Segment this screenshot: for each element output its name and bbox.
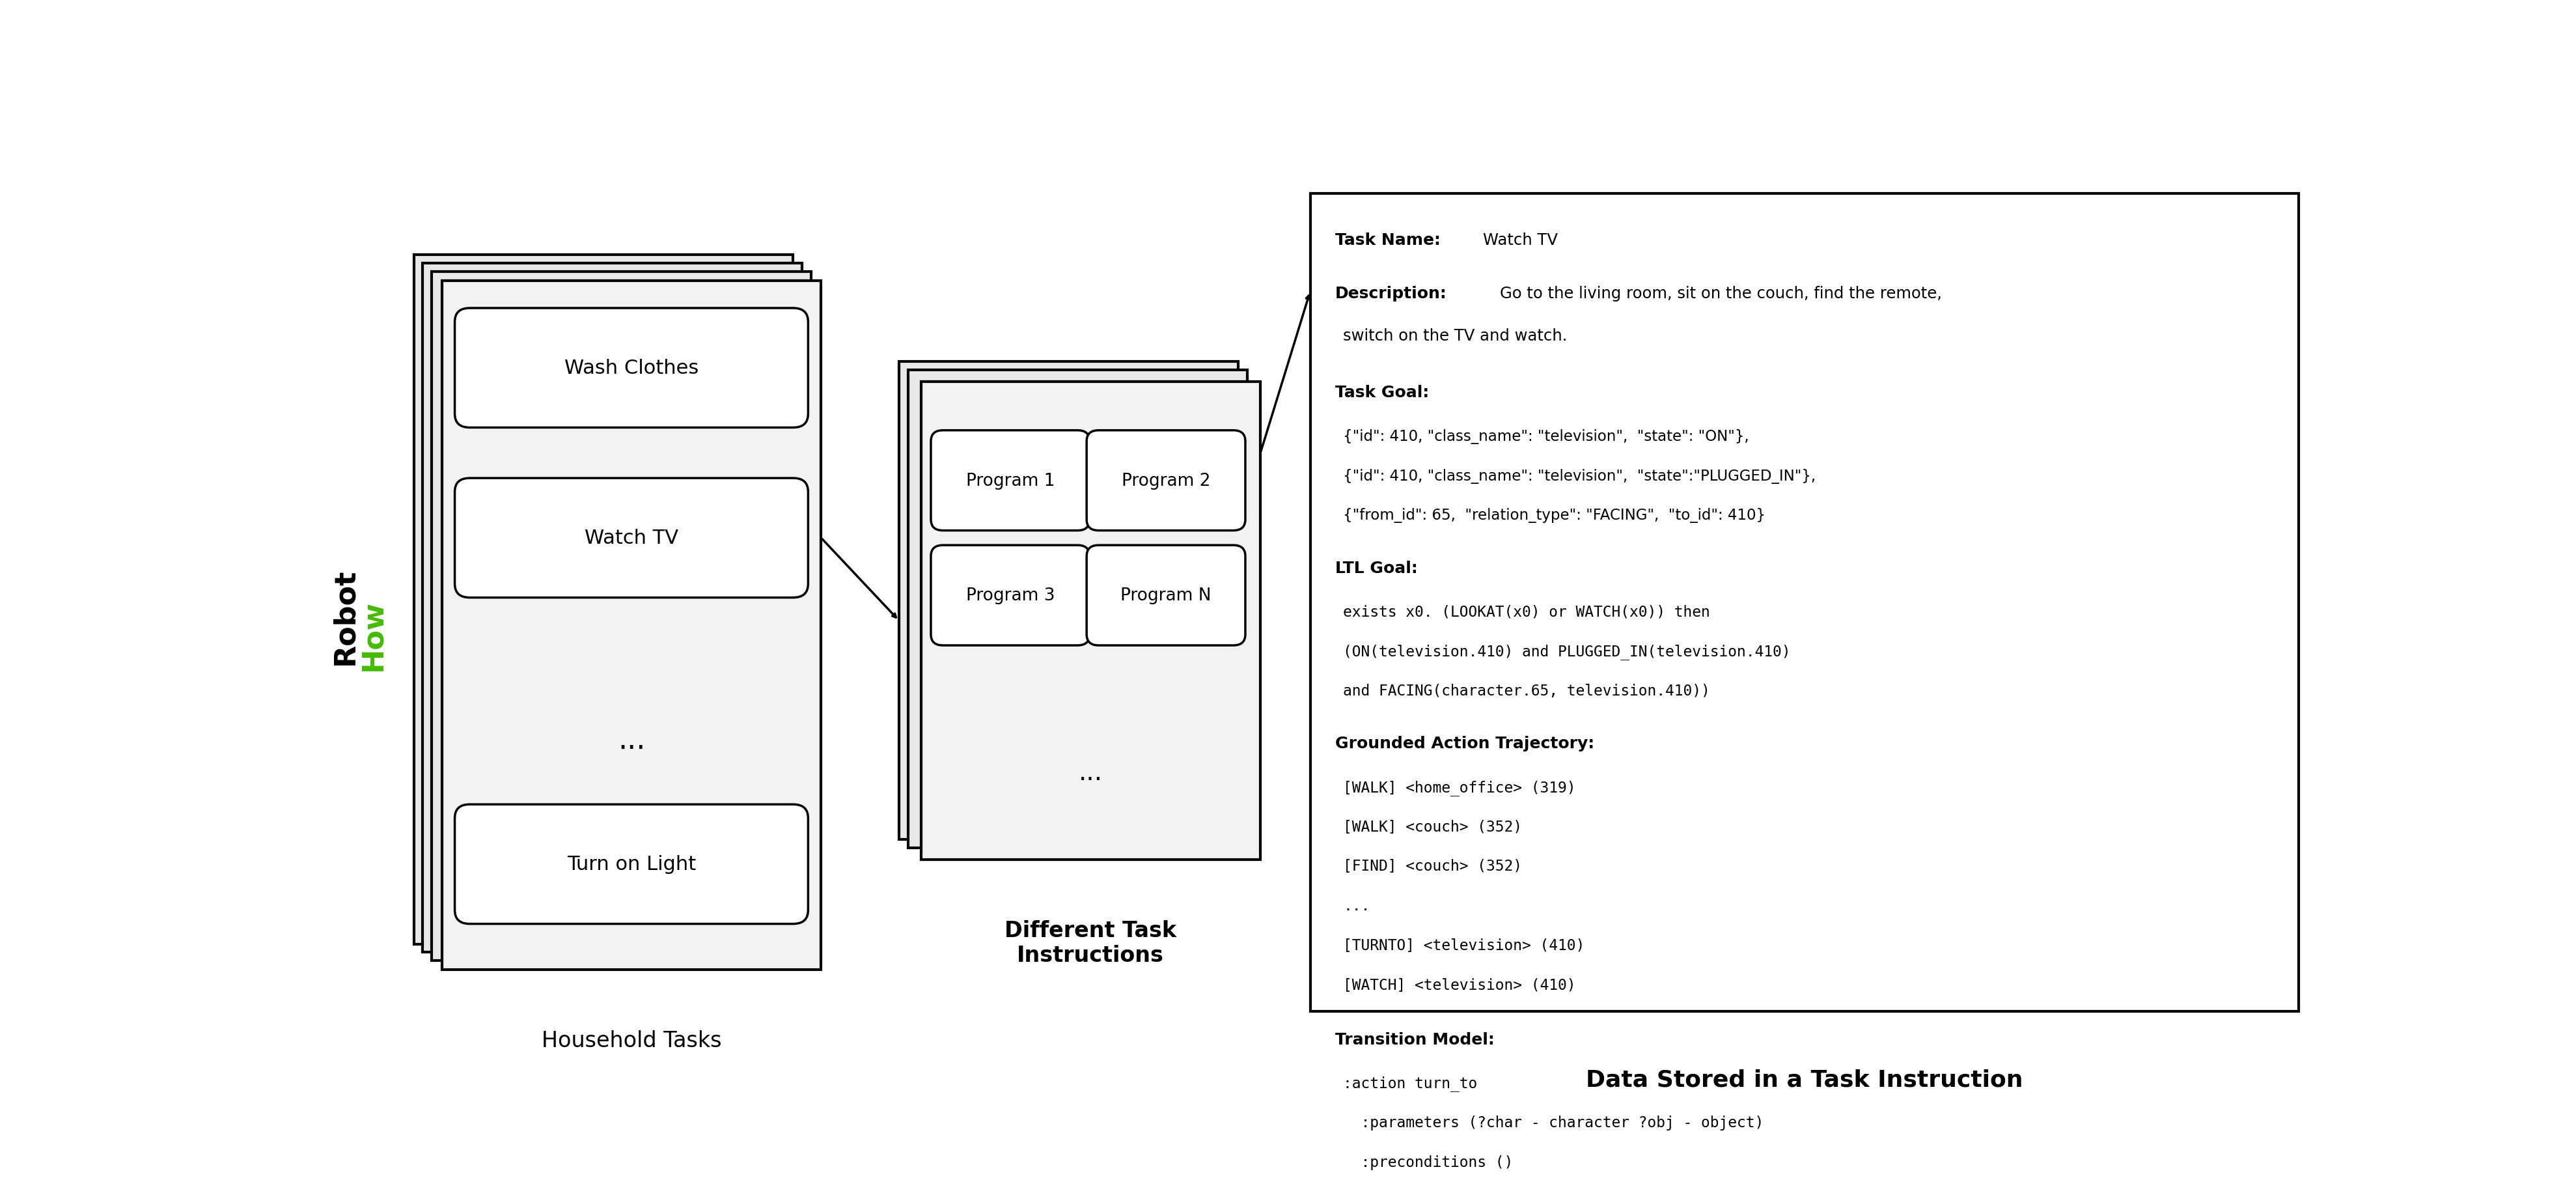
Text: [WALK] <couch> (352): [WALK] <couch> (352)	[1342, 820, 1522, 834]
Text: ...: ...	[1079, 760, 1103, 785]
Text: Description:: Description:	[1334, 285, 1448, 301]
Text: How: How	[358, 599, 386, 670]
Bar	[907, 370, 1247, 848]
Text: {"id": 410, "class_name": "television",  "state": "ON"},: {"id": 410, "class_name": "television", …	[1342, 428, 1749, 444]
Text: Different Task
Instructions: Different Task Instructions	[1005, 920, 1177, 965]
Text: :preconditions (): :preconditions ()	[1342, 1155, 1512, 1169]
Text: [TURNTO] <television> (410): [TURNTO] <television> (410)	[1342, 938, 1584, 953]
FancyBboxPatch shape	[1087, 545, 1244, 645]
Bar	[899, 361, 1239, 840]
Text: Wash Clothes: Wash Clothes	[564, 359, 698, 378]
Text: Robot: Robot	[330, 568, 358, 665]
Text: Data Stored in a Task Instruction: Data Stored in a Task Instruction	[1587, 1068, 2022, 1090]
Text: Turn on Light: Turn on Light	[567, 855, 696, 873]
Text: [WALK] <home_office> (319): [WALK] <home_office> (319)	[1342, 780, 1577, 796]
Text: Household Tasks: Household Tasks	[541, 1030, 721, 1051]
Text: Grounded Action Trajectory:: Grounded Action Trajectory:	[1334, 736, 1595, 752]
Bar	[1311, 193, 2298, 1012]
Text: Program 1: Program 1	[966, 472, 1054, 489]
Bar	[922, 382, 1260, 860]
Text: {"id": 410, "class_name": "television",  "state":"PLUGGED_IN"},: {"id": 410, "class_name": "television", …	[1342, 469, 1816, 483]
Text: Task Goal:: Task Goal:	[1334, 385, 1430, 401]
Text: Watch TV: Watch TV	[1484, 233, 1558, 248]
FancyBboxPatch shape	[456, 804, 809, 923]
Text: ...: ...	[1342, 898, 1370, 913]
Text: (ON(television.410) and PLUGGED_IN(television.410): (ON(television.410) and PLUGGED_IN(telev…	[1342, 644, 1790, 660]
Text: Watch TV: Watch TV	[585, 528, 677, 548]
FancyBboxPatch shape	[1087, 431, 1244, 531]
Text: LTL Goal:: LTL Goal:	[1334, 561, 1417, 576]
Bar	[422, 264, 801, 952]
FancyBboxPatch shape	[456, 309, 809, 428]
Text: and FACING(character.65, television.410)): and FACING(character.65, television.410)…	[1342, 684, 1710, 698]
Text: {"from_id": 65,  "relation_type": "FACING",  "to_id": 410}: {"from_id": 65, "relation_type": "FACING…	[1342, 508, 1765, 523]
Text: :action turn_to: :action turn_to	[1342, 1076, 1479, 1092]
FancyBboxPatch shape	[930, 545, 1090, 645]
Text: Go to the living room, sit on the couch, find the remote,: Go to the living room, sit on the couch,…	[1499, 285, 1942, 301]
Text: Program 3: Program 3	[966, 587, 1054, 604]
Text: Transition Model:: Transition Model:	[1334, 1032, 1494, 1047]
Text: exists x0. (LOOKAT(x0) or WATCH(x0)) then: exists x0. (LOOKAT(x0) or WATCH(x0)) the…	[1342, 605, 1710, 619]
Text: Program N: Program N	[1121, 587, 1211, 604]
Text: [FIND] <couch> (352): [FIND] <couch> (352)	[1342, 859, 1522, 873]
Text: switch on the TV and watch.: switch on the TV and watch.	[1342, 328, 1566, 344]
Bar	[433, 272, 811, 960]
FancyBboxPatch shape	[456, 478, 809, 598]
FancyBboxPatch shape	[930, 431, 1090, 531]
Text: Program 2: Program 2	[1121, 472, 1211, 489]
Text: :parameters (?char - character ?obj - object): :parameters (?char - character ?obj - ob…	[1342, 1115, 1765, 1130]
Bar	[443, 282, 822, 970]
Text: Task Name:: Task Name:	[1334, 233, 1440, 248]
Text: ...: ...	[618, 727, 644, 754]
Bar	[415, 255, 793, 944]
Text: [WATCH] <television> (410): [WATCH] <television> (410)	[1342, 977, 1577, 993]
